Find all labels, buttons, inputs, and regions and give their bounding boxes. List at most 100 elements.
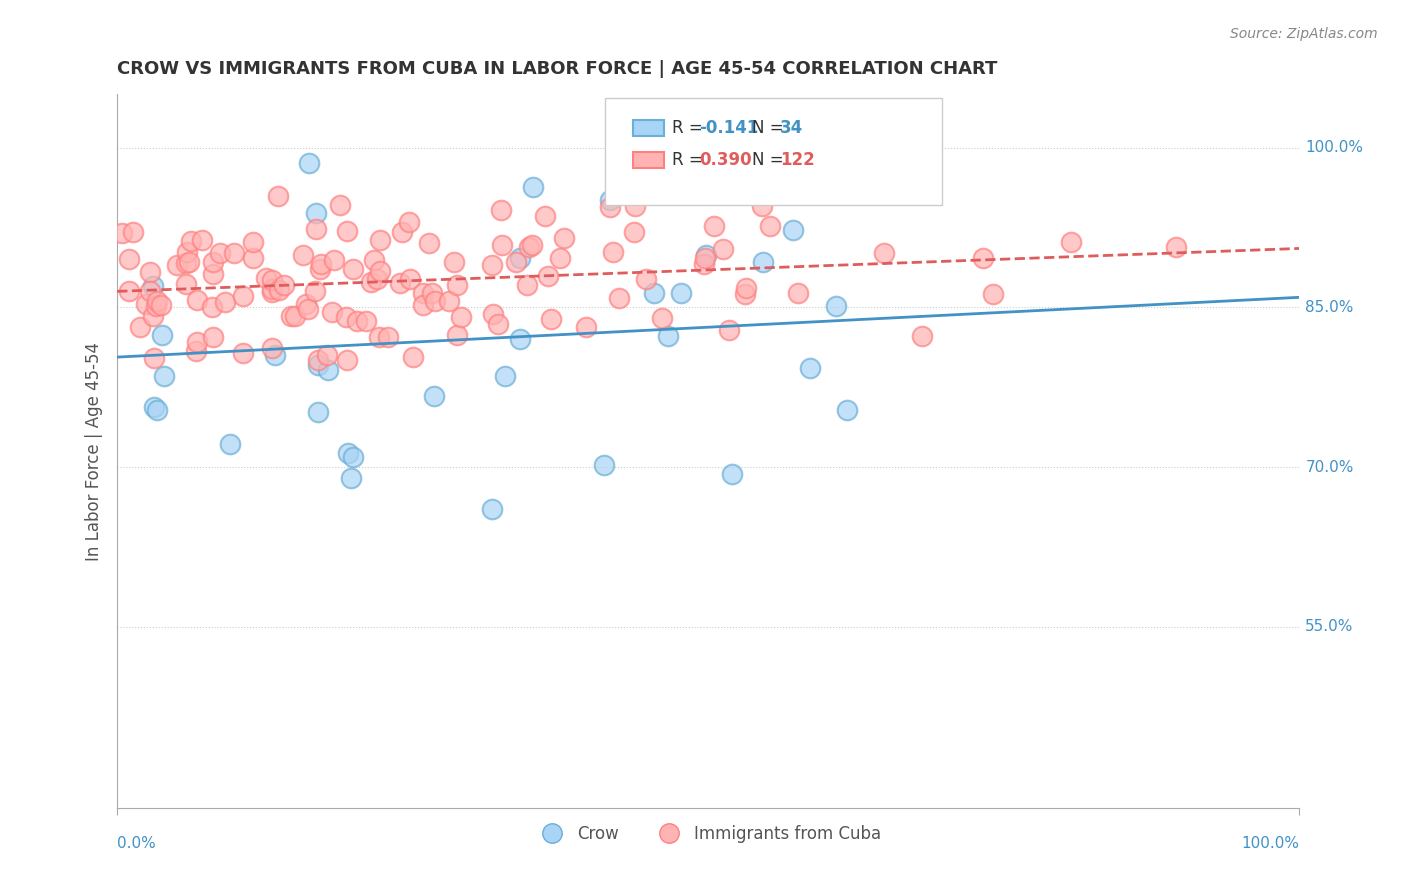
Point <box>412 285 434 300</box>
Point <box>309 257 332 271</box>
Y-axis label: In Labor Force | Age 45-54: In Labor Force | Age 45-54 <box>86 342 103 560</box>
Legend: Crow, Immigrants from Cuba: Crow, Immigrants from Cuba <box>529 818 887 849</box>
Point <box>139 285 162 299</box>
Point <box>202 255 225 269</box>
Point <box>305 222 328 236</box>
Point <box>284 310 307 324</box>
Point <box>443 254 465 268</box>
Text: 0.390: 0.390 <box>699 151 751 169</box>
Point <box>423 389 446 403</box>
Point <box>446 327 468 342</box>
Point <box>491 238 513 252</box>
Point <box>222 246 245 260</box>
Point <box>402 350 425 364</box>
Point <box>323 253 346 268</box>
Point <box>516 277 538 292</box>
Point <box>599 193 621 207</box>
Point <box>111 226 134 240</box>
Point <box>505 255 527 269</box>
Point <box>599 200 621 214</box>
Point <box>177 255 200 269</box>
Point <box>201 267 224 281</box>
Point <box>298 156 321 170</box>
Text: N =: N = <box>752 120 789 137</box>
Point <box>232 345 254 359</box>
Point <box>509 251 531 265</box>
Text: CROW VS IMMIGRANTS FROM CUBA IN LABOR FORCE | AGE 45-54 CORRELATION CHART: CROW VS IMMIGRANTS FROM CUBA IN LABOR FO… <box>117 60 998 78</box>
Point <box>534 209 557 223</box>
Point <box>307 358 329 372</box>
Point <box>389 277 412 291</box>
Point <box>366 271 388 285</box>
Point <box>232 289 254 303</box>
Point <box>669 286 692 301</box>
Point <box>304 285 326 299</box>
Point <box>254 270 277 285</box>
Text: -0.141: -0.141 <box>699 120 758 137</box>
Point <box>602 245 624 260</box>
Point <box>824 299 846 313</box>
Text: R =: R = <box>672 151 709 169</box>
Point <box>342 261 364 276</box>
Point <box>786 286 808 301</box>
Point <box>425 293 447 308</box>
Point <box>186 334 208 349</box>
Point <box>242 235 264 249</box>
Point <box>128 319 150 334</box>
Point <box>377 330 399 344</box>
Text: R =: R = <box>672 120 709 137</box>
Point <box>201 300 224 314</box>
Point <box>1164 240 1187 254</box>
Point <box>368 233 391 247</box>
Point <box>695 248 717 262</box>
Point <box>420 285 443 300</box>
Point <box>321 305 343 319</box>
Point <box>391 225 413 239</box>
Point <box>295 296 318 310</box>
Point <box>291 48 314 62</box>
Point <box>363 253 385 268</box>
Point <box>118 284 141 298</box>
Point <box>153 368 176 383</box>
Point <box>146 403 169 417</box>
Text: 100.0%: 100.0% <box>1241 837 1299 851</box>
Point <box>693 251 716 265</box>
Point <box>150 298 173 312</box>
Point <box>835 403 858 417</box>
Point <box>218 437 240 451</box>
Point <box>242 251 264 265</box>
Point <box>329 197 352 211</box>
Point <box>486 318 509 332</box>
Point <box>335 310 357 324</box>
Point <box>799 361 821 376</box>
Point <box>297 302 319 317</box>
Point <box>117 252 139 266</box>
Point <box>540 312 562 326</box>
Point <box>412 297 434 311</box>
Point <box>354 314 377 328</box>
Text: 85.0%: 85.0% <box>1305 300 1354 315</box>
Point <box>316 363 339 377</box>
Point <box>260 341 283 355</box>
Point <box>292 248 315 262</box>
Point <box>517 240 540 254</box>
Point <box>873 246 896 260</box>
Point <box>446 277 468 292</box>
Point <box>305 206 328 220</box>
Point <box>142 279 165 293</box>
Point <box>260 285 283 299</box>
Point <box>340 471 363 485</box>
Point <box>657 329 679 343</box>
Point <box>574 320 596 334</box>
Point <box>398 215 420 229</box>
Point <box>145 299 167 313</box>
Point <box>174 277 197 292</box>
Point <box>336 224 359 238</box>
Point <box>522 179 544 194</box>
Point <box>186 293 208 307</box>
Point <box>273 278 295 293</box>
Point <box>972 251 994 265</box>
Point <box>260 282 283 296</box>
Text: N =: N = <box>752 151 789 169</box>
Point <box>174 256 197 270</box>
